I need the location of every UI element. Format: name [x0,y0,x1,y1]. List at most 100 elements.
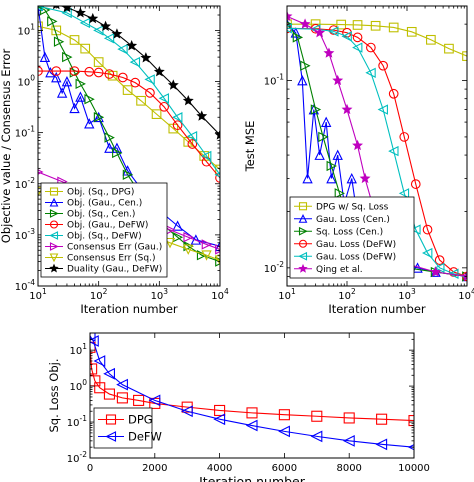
legend-marker [105,431,117,442]
legend-label: Obj. (Gau., DeFW) [67,221,148,231]
legend-entry: Qing et al. [294,263,363,275]
x-tick-label: 101 [29,287,47,302]
legend-marker [49,220,59,229]
data-point [84,118,95,129]
data-point [426,34,436,45]
data-point [93,111,104,123]
data-point [116,392,128,404]
data-point [297,75,308,86]
data-point [245,419,258,432]
data-point [406,26,417,37]
series-line [38,70,220,179]
data-point [246,407,258,419]
legend-label: Gau. Loss (Cen.) [316,215,390,225]
data-point [117,43,128,55]
data-point [61,7,72,19]
x-tick-label: 10000 [398,463,430,474]
x-axis-label: Iteration number [199,474,306,482]
data-point [336,19,347,30]
series-line [59,6,220,136]
data-point [376,413,388,425]
data-point [214,129,220,140]
y-axis-label: Sq. Loss Obj. [47,359,61,433]
data-point [62,51,73,63]
data-point [399,132,410,142]
data-point [398,188,410,199]
data-point [61,75,73,87]
legend-marker [49,242,59,251]
data-point [172,120,183,131]
data-point [334,188,346,199]
series-8 [34,0,220,140]
data-point [388,88,399,99]
legend-box [93,407,153,449]
data-point [278,409,290,421]
data-point [375,438,388,451]
legend-marker [49,231,59,240]
data-point [346,172,357,184]
x-axis-label: Iteration number [80,302,178,316]
legend-label: Obj. (Sq., DeFW) [67,232,142,242]
x-tick-label: 0 [87,463,93,474]
legend: Obj. (Sq., DPG)Obj. (Gau., Cen.)Obj. (Sq… [40,182,168,278]
legend-entry: Obj. (Sq., DeFW) [45,231,142,242]
data-point [332,149,343,160]
series-line [38,6,220,176]
legend-entry: Obj. (Sq., DPG) [45,187,134,198]
legend-marker [298,251,308,261]
legend-label: Consensus Err (Gau.) [67,243,162,253]
data-point [388,145,399,157]
data-point [93,57,104,67]
chart-panel-2: 101 102 103 104 10-2 10-1 Iteration number Test… [243,5,474,316]
legend-label: Consensus Err (Sq.) [67,254,155,264]
data-point [172,112,183,123]
data-point [352,20,363,30]
legend-entry: Obj. (Sq., Cen.) [45,209,135,220]
data-point [84,94,95,105]
legend-marker [298,214,308,223]
data-point [215,256,220,267]
legend-label: Obj. (Sq., Cen.) [67,210,135,220]
y-tick-label: 10-1 [67,414,87,429]
y-tick-label: 10-4 [15,278,35,293]
data-point [100,20,112,31]
legend-box [289,196,415,279]
x-tick-label: 103 [151,287,169,302]
data-point [103,388,115,400]
data-point [151,109,162,119]
x-axis-label: Iteration number [328,302,426,316]
axes-frame [37,5,221,287]
data-point [145,88,155,98]
y-ticks: 10-4 10-3 10-2 10-1 100 101 [15,14,220,293]
data-point [359,172,371,184]
data-point [172,220,183,231]
data-point [318,131,329,143]
y-tick-label: 10-2 [264,260,284,275]
legend-marker [49,209,59,218]
data-point [104,142,115,153]
data-point [116,378,128,391]
y-tick-label: 10-1 [15,125,35,140]
legend-marker [49,197,59,207]
legend-entry: DeFW [98,430,162,444]
data-point [104,69,115,79]
data-point [214,404,226,417]
legend-label: Gau. Loss (DeFW) [316,240,396,250]
data-point [352,139,364,151]
legend-entry: DPG w/ Sq. Loss [294,202,389,212]
data-point [365,67,376,78]
data-point [328,26,339,37]
x-tick-label: 103 [398,287,416,302]
data-point [80,43,91,54]
legend-label: Obj. (Sq., DPG) [67,188,134,198]
data-point [302,172,313,184]
data-point [34,0,42,3]
data-point [74,7,86,18]
data-point [314,26,326,38]
data-point [370,20,381,31]
series-1 [287,19,467,61]
data-point [172,232,184,243]
chart-panel-3: 0 2000 4000 6000 8000 10000 10-2 10-1 100 101 Iter… [47,332,430,482]
y-tick-label: 100 [69,378,87,393]
data-point [378,60,388,71]
